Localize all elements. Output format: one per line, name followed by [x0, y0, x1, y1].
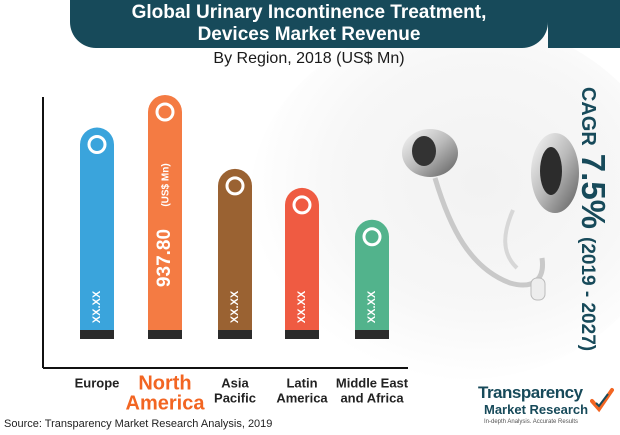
bar-unit-label: (US$ Mn)	[161, 163, 172, 206]
incontinence-device-image	[402, 129, 579, 301]
bar-4	[355, 219, 389, 330]
bar-value-label-4: XX.XX	[366, 290, 378, 323]
corner-block	[548, 0, 620, 48]
bar-hole-2	[225, 176, 245, 196]
x-tick-label-4-1: and Africa	[340, 390, 404, 405]
bar-hole-3	[292, 195, 312, 215]
company-logo: Transparency Market Research In-depth An…	[478, 383, 618, 431]
checkmark-logo-icon	[590, 388, 614, 413]
bar-0	[80, 127, 114, 330]
bar-base-2	[218, 330, 252, 339]
bar-1	[148, 95, 182, 330]
x-tick-label-4-0: Middle East	[336, 375, 409, 390]
x-tick-label-0-0: Europe	[75, 375, 120, 390]
x-tick-label-1-0: North	[138, 372, 191, 394]
bar-hole-0	[87, 135, 107, 155]
bar-3	[285, 187, 319, 330]
bar-2	[218, 168, 252, 330]
cagr-range: (2019 - 2027)	[577, 237, 598, 352]
bar-base-3	[285, 330, 319, 339]
logo-tagline: In-depth Analysis. Accurate Results	[484, 419, 579, 425]
bar-base-0	[80, 330, 114, 339]
bar-value-label-1: 937.80	[154, 229, 175, 287]
title-banner: Global Urinary Incontinence Treatment, D…	[70, 0, 548, 48]
x-tick-label-3-1: America	[276, 390, 328, 405]
bar-base-4	[355, 330, 389, 339]
chart-title-line-1: Global Urinary Incontinence Treatment,	[131, 2, 487, 23]
bar-value-label-2: XX.XX	[229, 290, 241, 323]
bar-value-label-3: XX.XX	[296, 290, 308, 323]
bar-hole-4	[362, 227, 382, 247]
bar-base-1	[148, 330, 182, 339]
bar-value-label-0: XX.XX	[91, 290, 103, 323]
cagr-callout: CAGR 7.5% (2019 - 2027)	[575, 74, 612, 364]
x-tick-label-1-1: America	[126, 392, 206, 414]
logo-text-line-1: Transparency	[478, 383, 583, 402]
bar-hole-1	[155, 102, 175, 122]
logo-text-line-2: Market Research	[484, 402, 589, 417]
cagr-value: 7.5%	[575, 153, 612, 230]
chart-subtitle: By Region, 2018 (US$ Mn)	[213, 50, 405, 67]
x-tick-label-2-1: Pacific	[214, 390, 256, 405]
chart-title-line-2: Devices Market Revenue	[197, 24, 421, 45]
x-tick-label-2-0: Asia	[221, 375, 249, 390]
cagr-label: CAGR	[577, 86, 599, 146]
source-note: Source: Transparency Market Research Ana…	[4, 418, 273, 430]
x-tick-label-3-0: Latin	[286, 375, 317, 390]
